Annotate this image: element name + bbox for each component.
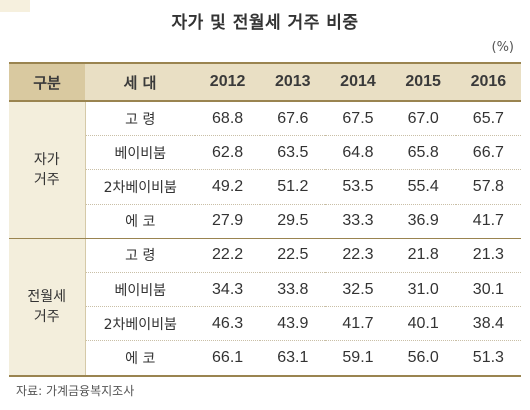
table-row: 에 코 66.1 63.1 59.1 56.0 51.3 bbox=[9, 340, 521, 377]
value-cell: 55.4 bbox=[390, 169, 456, 205]
value-cell: 33.3 bbox=[325, 204, 391, 239]
value-cell: 41.7 bbox=[325, 306, 391, 342]
value-cell: 51.2 bbox=[260, 169, 326, 205]
value-cell: 31.0 bbox=[390, 272, 456, 308]
value-cell: 66.1 bbox=[195, 340, 261, 377]
value-cell: 63.1 bbox=[260, 340, 326, 377]
group-label-line: 자가 bbox=[33, 151, 60, 168]
generation-label: 고 령 bbox=[84, 101, 195, 137]
corner-decoration bbox=[0, 0, 30, 12]
chart-title: 자가 및 전월세 거주 비중 bbox=[171, 13, 359, 33]
header-year: 2016 bbox=[455, 62, 521, 102]
header-year: 2013 bbox=[260, 62, 326, 102]
group-label-line: 전월세 bbox=[27, 288, 67, 305]
generation-label: 베이비붐 bbox=[84, 135, 195, 171]
value-cell: 67.5 bbox=[325, 101, 391, 137]
value-cell: 21.8 bbox=[390, 238, 456, 273]
header-group: 구분 bbox=[9, 62, 85, 102]
header-year: 2015 bbox=[390, 62, 456, 102]
value-cell: 27.9 bbox=[195, 204, 261, 239]
header-year: 2014 bbox=[325, 62, 391, 102]
value-cell: 49.2 bbox=[195, 169, 261, 205]
header-year: 2012 bbox=[195, 62, 261, 102]
value-cell: 67.0 bbox=[390, 101, 456, 137]
value-cell: 41.7 bbox=[455, 204, 521, 239]
value-cell: 46.3 bbox=[195, 306, 261, 342]
group-label-line: 거주 bbox=[33, 308, 60, 325]
value-cell: 38.4 bbox=[455, 306, 521, 342]
table-row: 에 코 27.9 29.5 33.3 36.9 41.7 bbox=[9, 204, 521, 239]
value-cell: 29.5 bbox=[260, 204, 326, 239]
value-cell: 63.5 bbox=[260, 135, 326, 171]
value-cell: 62.8 bbox=[195, 135, 261, 171]
generation-label: 베이비붐 bbox=[84, 272, 195, 308]
generation-label: 에 코 bbox=[84, 340, 195, 377]
value-cell: 56.0 bbox=[390, 340, 456, 377]
value-cell: 65.8 bbox=[390, 135, 456, 171]
source-note: 자료: 가계금융복지조사 bbox=[16, 384, 135, 398]
value-cell: 64.8 bbox=[325, 135, 391, 171]
table-row: 자가 거주 고 령 68.8 67.6 67.5 67.0 65.7 bbox=[9, 101, 521, 239]
table-row: 베이비붐 34.3 33.8 32.5 31.0 30.1 bbox=[9, 272, 521, 308]
header-generation: 세 대 bbox=[85, 62, 195, 102]
value-cell: 34.3 bbox=[195, 272, 261, 308]
table-row: 베이비붐 62.8 63.5 64.8 65.8 66.7 bbox=[9, 135, 521, 171]
value-cell: 22.3 bbox=[325, 238, 391, 273]
value-cell: 22.5 bbox=[260, 238, 326, 273]
header-row: 구분 세 대 2012 2013 2014 2015 2016 bbox=[9, 62, 521, 102]
generation-label: 2차베이비붐 bbox=[84, 306, 195, 342]
value-cell: 66.7 bbox=[455, 135, 521, 171]
value-cell: 36.9 bbox=[390, 204, 456, 239]
generation-label: 고 령 bbox=[84, 238, 195, 273]
value-cell: 51.3 bbox=[455, 340, 521, 377]
value-cell: 65.7 bbox=[455, 101, 521, 137]
value-cell: 57.8 bbox=[455, 169, 521, 205]
value-cell: 21.3 bbox=[455, 238, 521, 273]
value-cell: 32.5 bbox=[325, 272, 391, 308]
table-header: 구분 세 대 2012 2013 2014 2015 2016 bbox=[9, 62, 521, 102]
value-cell: 30.1 bbox=[455, 272, 521, 308]
table-body: 자가 거주 고 령 68.8 67.6 67.5 67.0 65.7 베이비붐 62.8 63.5 6… bbox=[9, 101, 521, 377]
generation-label: 2차베이비붐 bbox=[84, 169, 195, 205]
generation-label: 에 코 bbox=[84, 204, 195, 239]
value-cell: 53.5 bbox=[325, 169, 391, 205]
value-cell: 67.6 bbox=[260, 101, 326, 137]
value-cell: 40.1 bbox=[390, 306, 456, 342]
table-row: 2차베이비붐 46.3 43.9 41.7 40.1 38.4 bbox=[9, 306, 521, 342]
table-row: 2차베이비붐 49.2 51.2 53.5 55.4 57.8 bbox=[9, 169, 521, 205]
table-row: 전월세 거주 고 령 22.2 22.5 22.3 21.8 21.3 bbox=[9, 238, 521, 377]
value-cell: 22.2 bbox=[195, 238, 261, 273]
value-cell: 59.1 bbox=[325, 340, 391, 377]
unit-label: (%) bbox=[491, 40, 515, 55]
value-cell: 43.9 bbox=[260, 306, 326, 342]
group-label-line: 거주 bbox=[33, 171, 60, 188]
value-cell: 68.8 bbox=[195, 101, 261, 137]
value-cell: 33.8 bbox=[260, 272, 326, 308]
